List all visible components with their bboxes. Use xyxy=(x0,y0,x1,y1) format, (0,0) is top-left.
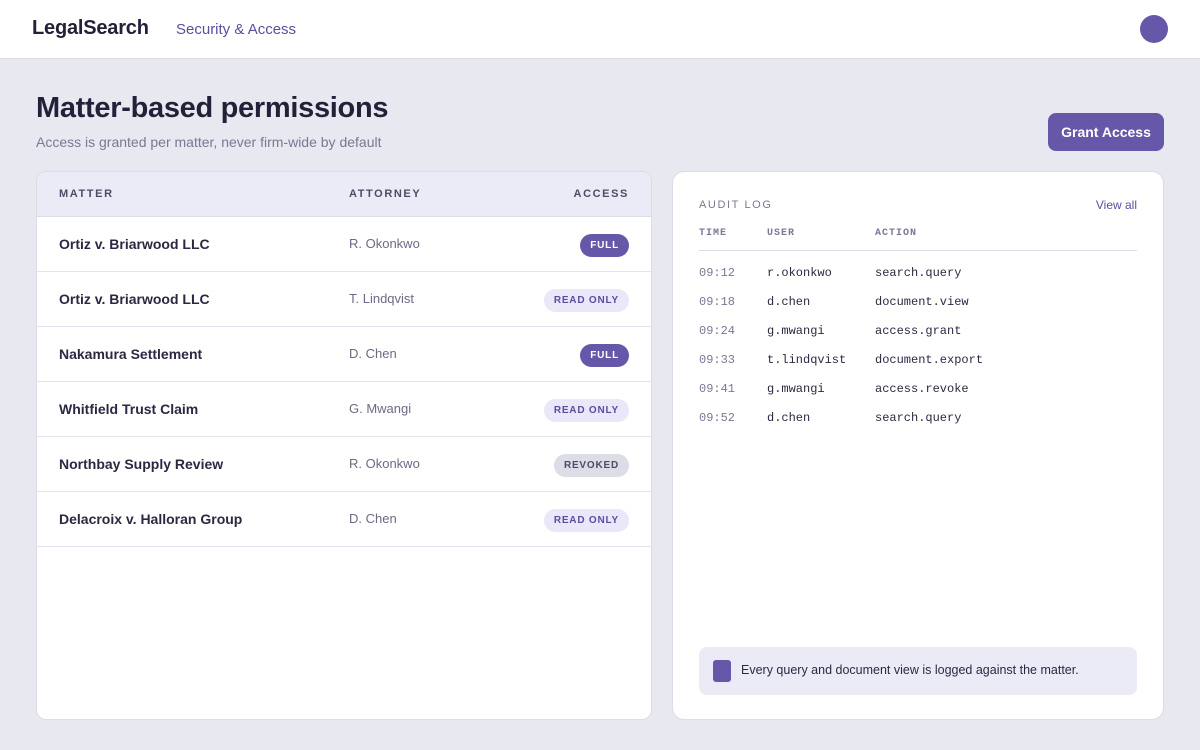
matter-name[interactable]: Ortiz v. Briarwood LLC xyxy=(59,291,210,307)
audit-log-panel: AUDIT LOG View all TIME USER ACTION 09:1… xyxy=(672,171,1164,720)
audit-action: access.grant xyxy=(875,324,962,338)
table-row[interactable]: Nakamura Settlement D. Chen FULL xyxy=(37,327,651,382)
audit-row: 09:52 d.chen search.query xyxy=(673,411,1163,440)
table-row[interactable]: Ortiz v. Briarwood LLC T. Lindqvist READ… xyxy=(37,272,651,327)
user-avatar-icon[interactable] xyxy=(1140,15,1168,43)
audit-column-time: TIME xyxy=(699,228,728,239)
audit-user: g.mwangi xyxy=(767,382,825,396)
audit-action: document.export xyxy=(875,353,984,367)
page-title: Matter-based permissions xyxy=(36,92,389,124)
audit-action: document.view xyxy=(875,295,969,309)
document-icon xyxy=(713,660,731,682)
matters-table: MATTER ATTORNEY ACCESS Ortiz v. Briarwoo… xyxy=(36,171,652,720)
matters-table-header: MATTER ATTORNEY ACCESS xyxy=(37,172,651,217)
table-row[interactable]: Ortiz v. Briarwood LLC R. Okonkwo FULL xyxy=(37,217,651,272)
audit-user: d.chen xyxy=(767,295,811,309)
table-row[interactable]: Delacroix v. Halloran Group D. Chen READ… xyxy=(37,492,651,547)
access-badge: READ ONLY xyxy=(543,509,629,532)
audit-user: g.mwangi xyxy=(767,324,825,338)
audit-row: 09:24 g.mwangi access.grant xyxy=(673,324,1163,353)
audit-note-text: Every query and document view is logged … xyxy=(741,663,1079,677)
audit-action: search.query xyxy=(875,411,962,425)
audit-row: 09:41 g.mwangi access.revoke xyxy=(673,382,1163,411)
table-row[interactable]: Northbay Supply Review R. Okonkwo REVOKE… xyxy=(37,437,651,492)
audit-time: 09:41 xyxy=(699,382,736,396)
page-subtitle: Access is granted per matter, never firm… xyxy=(36,134,382,150)
attorney-name: G. Mwangi xyxy=(349,401,412,416)
column-header-access[interactable]: ACCESS xyxy=(573,188,629,200)
nav-security-access[interactable]: Security & Access xyxy=(176,21,297,38)
top-bar: LegalSearch Security & Access xyxy=(0,0,1200,59)
divider xyxy=(699,250,1137,251)
column-header-matter[interactable]: MATTER xyxy=(59,188,114,200)
table-row[interactable]: Whitfield Trust Claim G. Mwangi READ ONL… xyxy=(37,382,651,437)
matter-name[interactable]: Northbay Supply Review xyxy=(59,456,224,472)
audit-row: 09:18 d.chen document.view xyxy=(673,295,1163,324)
audit-time: 09:24 xyxy=(699,324,736,338)
access-badge: READ ONLY xyxy=(543,399,629,422)
attorney-name: T. Lindqvist xyxy=(349,291,415,306)
matter-name[interactable]: Whitfield Trust Claim xyxy=(59,401,199,417)
audit-info-note: Every query and document view is logged … xyxy=(699,647,1137,695)
column-header-attorney[interactable]: ATTORNEY xyxy=(349,188,422,200)
audit-log-title: AUDIT LOG xyxy=(699,199,773,211)
audit-row: 09:33 t.lindqvist document.export xyxy=(673,353,1163,382)
audit-column-action: ACTION xyxy=(875,228,918,239)
access-badge: FULL xyxy=(580,234,629,257)
brand-logo[interactable]: LegalSearch xyxy=(32,17,149,39)
attorney-name: D. Chen xyxy=(349,346,397,361)
audit-time: 09:18 xyxy=(699,295,736,309)
matter-name[interactable]: Ortiz v. Briarwood LLC xyxy=(59,236,210,252)
audit-action: access.revoke xyxy=(875,382,969,396)
audit-log-list: 09:12 r.okonkwo search.query 09:18 d.che… xyxy=(673,266,1163,440)
attorney-name: D. Chen xyxy=(349,511,397,526)
audit-column-user: USER xyxy=(767,228,796,239)
matter-name[interactable]: Nakamura Settlement xyxy=(59,346,203,362)
audit-time: 09:52 xyxy=(699,411,736,425)
access-badge: REVOKED xyxy=(553,454,629,477)
grant-access-button[interactable]: Grant Access xyxy=(1048,113,1164,151)
matter-name[interactable]: Delacroix v. Halloran Group xyxy=(59,511,243,527)
audit-user: d.chen xyxy=(767,411,811,425)
audit-action: search.query xyxy=(875,266,962,280)
attorney-name: R. Okonkwo xyxy=(349,456,420,471)
access-badge: FULL xyxy=(580,344,629,367)
view-all-link[interactable]: View all xyxy=(1095,198,1137,212)
audit-user: r.okonkwo xyxy=(767,266,832,280)
attorney-name: R. Okonkwo xyxy=(349,236,420,251)
audit-row: 09:12 r.okonkwo search.query xyxy=(673,266,1163,295)
audit-user: t.lindqvist xyxy=(767,353,847,367)
audit-time: 09:33 xyxy=(699,353,736,367)
access-badge: READ ONLY xyxy=(543,289,629,312)
audit-time: 09:12 xyxy=(699,266,736,280)
